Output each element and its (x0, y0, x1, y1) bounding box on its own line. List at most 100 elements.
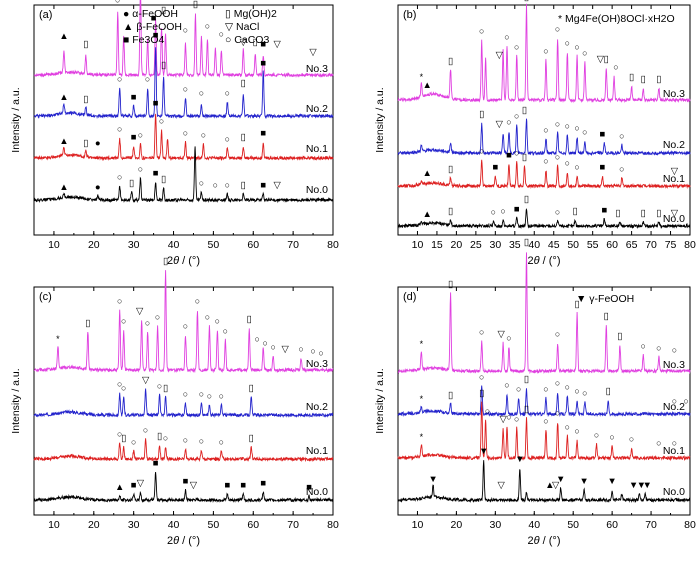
x-tick-label: 15 (431, 239, 443, 251)
series-label: No.3 (663, 88, 685, 100)
x-tick-label: 55 (587, 239, 599, 251)
phase-marker: ○ (183, 128, 188, 138)
phase-marker: ▯ (83, 39, 88, 50)
phase-marker: ▼ (428, 474, 437, 485)
y-axis-label: Intensity / a.u. (374, 87, 386, 152)
phase-marker: ○ (574, 42, 579, 52)
phase-marker: ▽ (496, 119, 504, 130)
series-line (33, 270, 334, 374)
phase-marker: ○ (485, 406, 490, 416)
phase-marker: ▽ (240, 37, 248, 48)
plot-frame (397, 286, 691, 516)
phase-marker: ▼ (556, 474, 565, 485)
phase-marker: ▯ (157, 431, 162, 442)
phase-marker: ○ (213, 180, 218, 190)
phase-marker: ▯ (522, 152, 527, 163)
phase-marker: ○ (479, 327, 484, 337)
phase-marker: ○ (619, 164, 624, 174)
phase-marker: ▯ (479, 388, 484, 399)
phase-marker: ■ (153, 30, 159, 41)
legend-entry: * Mg4Fe(OH)8OCl·xH2O (558, 13, 675, 25)
phase-marker: ■ (183, 476, 189, 487)
phase-marker: ○ (543, 384, 548, 394)
phase-marker: ○ (145, 74, 150, 84)
phase-marker: * (420, 394, 424, 404)
phase-marker: ■ (514, 204, 520, 215)
series-label: No.3 (663, 359, 685, 371)
phase-marker: ▽ (496, 50, 504, 61)
phase-marker: ▽ (137, 478, 145, 489)
phase-marker: ○ (199, 436, 204, 446)
phase-marker: ▯ (604, 311, 609, 322)
phase-marker: ○ (565, 382, 570, 392)
phase-marker: ○ (143, 425, 148, 435)
phase-marker: ▯ (448, 56, 453, 67)
phase-marker: ○ (565, 121, 570, 131)
phase-marker: ○ (117, 379, 122, 389)
x-tick-label: 10 (48, 519, 60, 531)
phase-marker: ▽ (498, 480, 506, 491)
phase-marker: ○ (205, 312, 210, 322)
phase-marker: ▽ (142, 375, 150, 386)
phase-marker: ▯ (83, 94, 88, 105)
legend-entry: ● α-FeOOH (123, 8, 178, 20)
phase-marker: ○ (115, 0, 120, 5)
x-tick-label: 35 (509, 239, 521, 251)
phase-marker: ○ (506, 412, 511, 422)
phase-marker: ○ (117, 429, 122, 439)
phase-marker: ○ (514, 414, 519, 424)
x-tick-label: 30 (128, 239, 140, 251)
phase-marker: ▯ (524, 194, 529, 205)
phase-marker: ▲ (59, 92, 68, 103)
phase-marker: ○ (479, 372, 484, 382)
phase-marker: ○ (543, 125, 548, 135)
series-line (33, 438, 334, 463)
phase-marker: ○ (555, 207, 560, 217)
x-tick-label: 25 (470, 239, 482, 251)
x-tick-label: 60 (247, 239, 259, 251)
phase-marker: ■ (600, 162, 606, 173)
plot-frame (33, 4, 334, 236)
phase-marker: ○ (500, 206, 505, 216)
x-tick-label: 70 (645, 519, 657, 531)
phase-marker: ○ (215, 316, 220, 326)
phase-marker: ○ (514, 148, 519, 158)
phase-marker: ▯ (129, 178, 134, 189)
legend-entry: ■ Fe3O4 (123, 34, 165, 46)
phase-marker: ■ (153, 168, 159, 179)
x-tick-label: 60 (247, 519, 259, 531)
phase-marker: ▯ (448, 279, 453, 290)
series-line (397, 401, 691, 462)
phase-marker: ▯ (241, 180, 246, 191)
series-label: No.1 (663, 173, 685, 185)
phase-marker: ▼ (642, 480, 651, 491)
phase-marker: ■ (260, 39, 266, 50)
phase-marker: ■ (240, 480, 246, 491)
phase-marker: ○ (514, 111, 519, 121)
phase-marker: ▯ (574, 299, 579, 310)
phase-marker: * (420, 432, 424, 442)
phase-marker: ▯ (479, 109, 484, 120)
phase-marker: ■ (131, 92, 137, 103)
phase-marker: ○ (555, 24, 560, 34)
x-tick-label: 30 (128, 519, 140, 531)
phase-marker: ○ (310, 346, 315, 356)
phase-marker: ■ (153, 98, 159, 109)
phase-marker: ▯ (249, 383, 254, 394)
x-tick-label: 10 (412, 519, 424, 531)
phase-marker: ○ (504, 32, 509, 42)
phase-marker: ○ (683, 396, 688, 406)
x-tick-label: 50 (567, 239, 579, 251)
phase-marker: ▲ (422, 209, 431, 220)
phase-marker: ○ (506, 333, 511, 343)
phase-marker: ▯ (604, 54, 609, 65)
phase-marker: ▲ (422, 80, 431, 91)
series-label: No.3 (306, 358, 328, 370)
phase-marker: ○ (565, 422, 570, 432)
x-tick-label: 60 (606, 239, 618, 251)
phase-marker: ○ (574, 162, 579, 172)
phase-marker: ○ (195, 296, 200, 306)
phase-marker: ○ (270, 342, 275, 352)
phase-marker: ▯ (641, 74, 646, 85)
